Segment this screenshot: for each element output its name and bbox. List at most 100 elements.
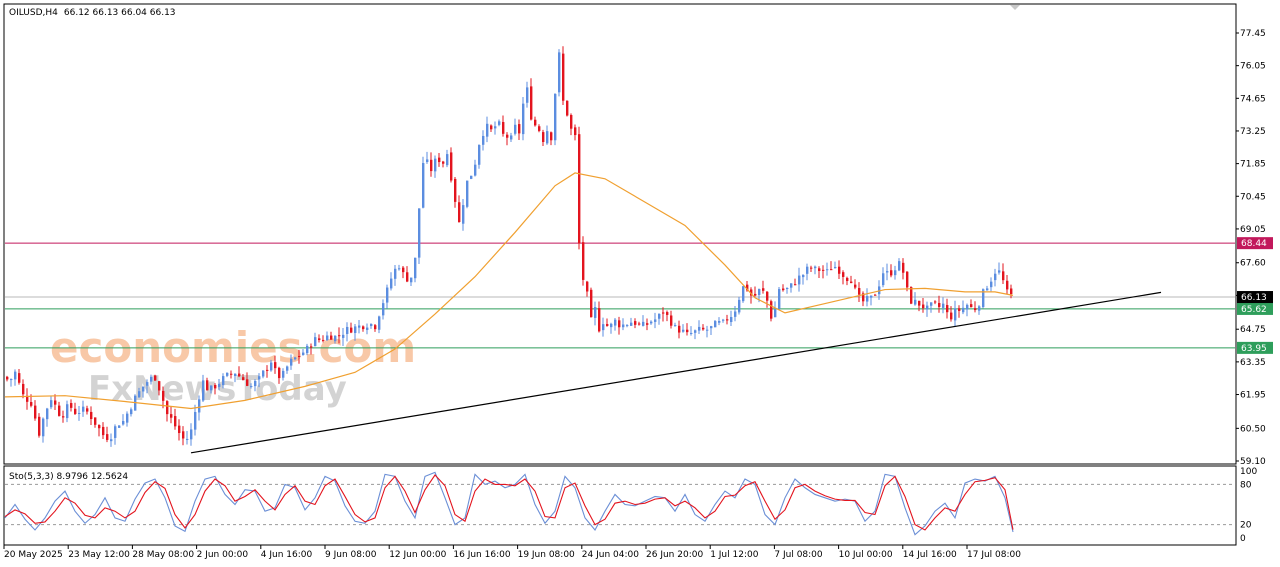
bear-candle — [6, 375, 9, 382]
candle-body — [930, 302, 933, 306]
candle-body — [358, 325, 361, 328]
bear-candle — [890, 264, 893, 278]
candle-body — [850, 281, 853, 284]
candle-body — [210, 385, 213, 391]
bull-candle — [642, 315, 645, 327]
stochastic-panel[interactable] — [3, 465, 1237, 546]
bear-candle — [582, 236, 585, 286]
candle-body — [526, 87, 529, 103]
bull-candle — [14, 369, 17, 386]
bull-candle — [326, 331, 329, 341]
bull-candle — [998, 262, 1001, 275]
bull-candle — [522, 97, 525, 141]
candle-body — [434, 158, 437, 172]
candle-body — [610, 323, 613, 328]
bull-candle — [786, 287, 789, 294]
bull-candle — [370, 323, 373, 329]
price-tick-label: 70.45 — [1240, 192, 1266, 202]
candle-body — [54, 400, 57, 405]
candle-body — [318, 338, 321, 341]
candle-body — [518, 124, 521, 134]
bear-candle — [1002, 263, 1005, 285]
bull-candle — [602, 317, 605, 337]
bull-candle — [978, 305, 981, 315]
candle-body — [778, 289, 781, 310]
bull-candle — [886, 263, 889, 281]
price-tick-label: 74.65 — [1240, 94, 1266, 104]
candle-body — [738, 299, 741, 313]
candle-body — [530, 86, 533, 120]
candle-body — [58, 405, 61, 416]
candle-body — [730, 317, 733, 323]
candle-body — [138, 391, 141, 398]
bull-candle — [882, 267, 885, 288]
candle-body — [690, 332, 693, 334]
candle-body — [578, 134, 581, 244]
bear-candle — [298, 349, 301, 364]
candle-body — [626, 325, 629, 327]
candle-body — [174, 416, 177, 427]
bear-candle — [374, 323, 377, 332]
candle-body — [222, 376, 225, 385]
bear-candle — [98, 424, 101, 437]
bull-candle — [474, 159, 477, 177]
bull-candle — [466, 180, 469, 209]
price-tick-label: 63.35 — [1240, 358, 1266, 368]
bear-candle — [178, 419, 181, 441]
bull-candle — [714, 320, 717, 328]
candle-body — [506, 134, 509, 138]
candle-body — [962, 307, 965, 313]
bull-candle — [650, 320, 653, 325]
candle-body — [234, 373, 237, 377]
bull-candle — [514, 118, 517, 136]
time-tick-label: 14 Jul 16:00 — [903, 550, 957, 560]
bear-candle — [402, 265, 405, 279]
candle-body — [538, 126, 541, 131]
trendline[interactable] — [190, 291, 1162, 454]
bull-candle — [414, 257, 417, 283]
bull-candle — [366, 323, 369, 335]
bull-candle — [942, 297, 945, 314]
bull-candle — [510, 132, 513, 143]
candle-body — [98, 425, 101, 429]
bear-candle — [506, 132, 509, 146]
bull-candle — [358, 319, 361, 334]
candle-body — [78, 412, 81, 414]
time-tick-label: 16 Jun 16:00 — [453, 550, 510, 560]
bull-candle — [694, 329, 697, 340]
price-panel[interactable] — [3, 3, 1237, 465]
bull-candle — [262, 369, 265, 379]
stochastic-tick-label: 0 — [1240, 534, 1246, 544]
bull-candle — [994, 268, 997, 287]
candle-body — [238, 373, 241, 377]
bear-candle — [566, 100, 569, 117]
candle-body — [310, 346, 313, 348]
bear-candle — [770, 299, 773, 322]
candle-body — [266, 369, 269, 371]
time-tick-label: 19 Jun 08:00 — [518, 550, 575, 560]
candle-body — [94, 417, 97, 425]
chart-shift-marker-icon[interactable] — [1010, 5, 1020, 10]
bear-candle — [574, 124, 577, 141]
candle-body — [558, 52, 561, 93]
bear-candle — [454, 176, 457, 208]
candle-body — [466, 180, 469, 207]
bull-candle — [790, 283, 793, 293]
bull-candle — [738, 296, 741, 315]
bull-candle — [626, 324, 629, 328]
candle-body — [430, 159, 433, 172]
candle-body — [982, 289, 985, 308]
time-tick-label: 20 May 2025 — [4, 550, 63, 560]
candle-body — [858, 288, 861, 295]
time-axis: 20 May 2025 23 May 12:00 28 May 08:00 2 Jun… — [3, 545, 1021, 560]
candle-body — [894, 270, 897, 276]
candle-body — [514, 124, 517, 134]
bull-candle — [706, 325, 709, 338]
time-tick-label: 9 Jun 08:00 — [325, 550, 377, 560]
candle-body — [946, 305, 949, 313]
bear-candle — [578, 126, 581, 250]
time-tick-label: 24 Jun 04:00 — [582, 550, 639, 560]
candle-body — [922, 304, 925, 309]
bear-candle — [902, 258, 905, 280]
candle-body — [914, 299, 917, 305]
